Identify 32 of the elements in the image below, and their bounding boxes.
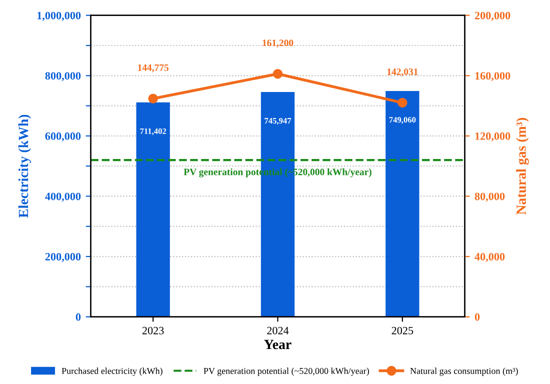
legend-label: PV generation potential (~520,000 kWh/year) (204, 368, 369, 376)
y2-tick-label: 120,000 (475, 132, 510, 142)
data-label: 142,031 (387, 68, 418, 76)
y-tick-label: 800,000 (45, 72, 81, 82)
x-tick-label: 2023 (142, 326, 164, 334)
y-axis-title: Electricity (kWh) (18, 114, 32, 218)
y2-tick-label: 0 (474, 313, 480, 321)
legend-label: Natural gas consumption (m³) (410, 368, 518, 376)
y2-axis-title: Natural gas (m³) (516, 118, 529, 215)
bar (136, 102, 170, 317)
data-label: 745,947 (264, 118, 292, 125)
x-axis-title: Year (264, 340, 292, 350)
y2-tick-label: 160,000 (475, 72, 510, 82)
y-tick-label: 400,000 (45, 192, 81, 202)
bar (386, 91, 420, 317)
y2-tick-label: 80,000 (474, 192, 505, 202)
point (148, 94, 158, 104)
y-tick-label: 200,000 (45, 252, 81, 262)
data-label: 749,060 (389, 117, 416, 124)
data-label: 161,200 (262, 40, 294, 48)
y-tick-label: 600,000 (45, 132, 81, 142)
point (398, 98, 408, 108)
data-label: 711,402 (140, 128, 166, 136)
y-tick-label: 0 (76, 313, 81, 321)
x-tick-label: 2024 (267, 326, 289, 334)
y2-tick-label: 200,000 (474, 12, 510, 21)
data-label: 144,775 (138, 64, 169, 72)
legend-label: Purchased electricity (kWh) (62, 368, 162, 376)
y2-tick-label: 40,000 (474, 252, 505, 262)
x-tick-label: 2025 (392, 326, 414, 334)
y-tick-label: 1,000,000 (37, 12, 81, 21)
point (272, 68, 283, 79)
